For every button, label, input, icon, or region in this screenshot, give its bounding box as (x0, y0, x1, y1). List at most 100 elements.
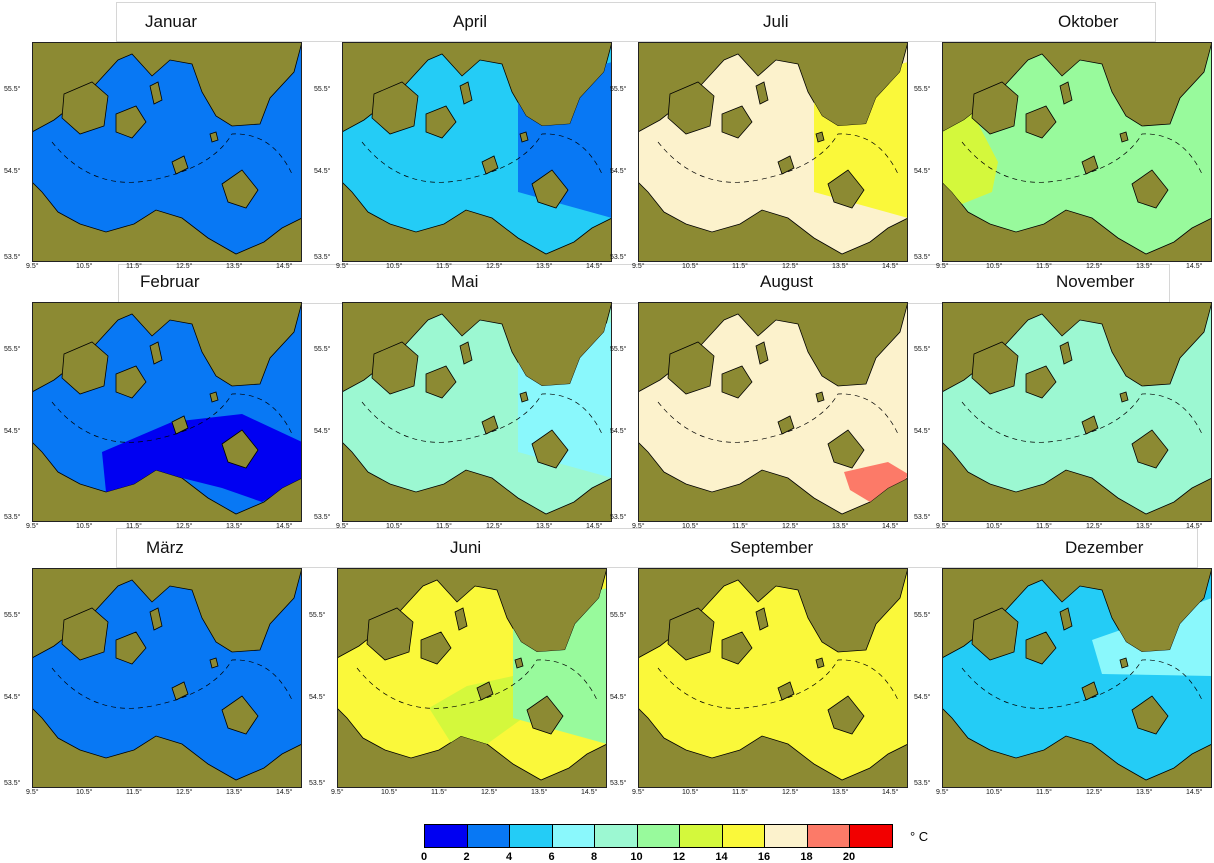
legend-swatch (594, 824, 638, 848)
map-frame (638, 42, 908, 262)
map-svg (638, 42, 908, 262)
lon-tick-label: 13.5° (1136, 263, 1153, 270)
lon-tick-label: 14.5° (1186, 789, 1203, 796)
map-frame (32, 568, 302, 788)
lon-tick-label: 13.5° (832, 263, 849, 270)
lon-tick-label: 12.5° (176, 789, 193, 796)
lon-tick-label: 11.5° (1036, 263, 1052, 270)
lon-tick-label: 14.5° (276, 523, 293, 530)
legend-tick-label: 4 (505, 851, 513, 863)
lon-tick-label: 10.5° (682, 789, 699, 796)
island (1131, 695, 1169, 735)
legend-swatch (509, 824, 553, 848)
lon-tick-label: 9.5° (936, 523, 949, 530)
island (667, 607, 715, 661)
map-panel-april (342, 42, 612, 262)
island (149, 81, 163, 105)
lon-tick-label: 14.5° (276, 789, 293, 796)
legend-unit: ° C (910, 829, 929, 844)
lat-tick-label: 55.5° (309, 612, 326, 619)
island (371, 81, 419, 135)
lat-tick-label: 54.5° (4, 694, 21, 701)
map-svg (942, 568, 1212, 788)
island (755, 81, 769, 105)
island (1131, 429, 1169, 469)
map-svg (942, 42, 1212, 262)
lat-tick-label: 53.5° (610, 780, 627, 787)
island (827, 695, 865, 735)
lon-tick-label: 14.5° (882, 263, 899, 270)
lat-tick-label: 53.5° (314, 514, 331, 521)
island (115, 631, 147, 665)
island (1025, 631, 1057, 665)
lat-tick-label: 54.5° (314, 168, 331, 175)
route-line (361, 133, 603, 183)
month-title-juli: Juli (763, 12, 789, 31)
lon-tick-label: 10.5° (986, 789, 1003, 796)
island (425, 365, 457, 399)
island (209, 657, 219, 669)
lat-tick-label: 53.5° (4, 254, 21, 261)
legend-tick-label: 16 (757, 851, 771, 863)
lat-tick-label: 54.5° (4, 168, 21, 175)
lat-tick-label: 55.5° (4, 86, 21, 93)
route-line (356, 659, 598, 709)
island (115, 105, 147, 139)
island (221, 429, 259, 469)
lat-tick-label: 55.5° (914, 86, 931, 93)
lon-tick-label: 12.5° (1086, 263, 1103, 270)
island (526, 695, 564, 735)
lon-tick-label: 10.5° (381, 789, 398, 796)
lat-tick-label: 55.5° (314, 86, 331, 93)
lon-tick-label: 13.5° (536, 523, 553, 530)
island (971, 341, 1019, 395)
lon-tick-label: 9.5° (632, 263, 645, 270)
lon-tick-label: 9.5° (632, 789, 645, 796)
lat-tick-label: 53.5° (914, 780, 931, 787)
lon-tick-label: 13.5° (226, 263, 243, 270)
island (531, 169, 569, 209)
lon-tick-label: 12.5° (782, 263, 799, 270)
island (454, 607, 468, 631)
legend-swatch (551, 824, 595, 848)
lon-tick-label: 10.5° (76, 523, 93, 530)
island (827, 429, 865, 469)
island (827, 169, 865, 209)
legend-swatch (806, 824, 850, 848)
island (1119, 657, 1129, 669)
legend-tick-label: 14 (715, 851, 728, 863)
temperature-zone-west (942, 112, 998, 204)
lat-tick-label: 55.5° (610, 86, 627, 93)
legend-tick-label: 18 (800, 851, 813, 863)
legend-tick-label: 6 (548, 851, 555, 863)
month-title-mai: Mai (451, 272, 479, 291)
island (425, 105, 457, 139)
island (531, 429, 569, 469)
legend-swatch (764, 824, 808, 848)
island (115, 365, 147, 399)
island (1081, 155, 1099, 175)
lat-tick-label: 54.5° (314, 428, 331, 435)
lon-tick-label: 14.5° (586, 263, 603, 270)
lon-tick-label: 10.5° (986, 263, 1003, 270)
lon-tick-label: 10.5° (386, 523, 403, 530)
lon-tick-label: 11.5° (1036, 523, 1052, 530)
lon-tick-label: 9.5° (336, 523, 349, 530)
lon-tick-label: 11.5° (126, 263, 142, 270)
lat-tick-label: 53.5° (4, 780, 21, 787)
month-title-november: November (1056, 272, 1135, 291)
legend-swatch (849, 824, 893, 848)
route-line (657, 659, 899, 709)
map-panel-juli (638, 42, 908, 262)
route-line (657, 393, 899, 443)
island (721, 105, 753, 139)
map-frame (32, 302, 302, 522)
map-svg (942, 302, 1212, 522)
island (420, 631, 452, 665)
island (221, 695, 259, 735)
lon-tick-label: 12.5° (1086, 789, 1103, 796)
map-frame (942, 302, 1212, 522)
island (171, 155, 189, 175)
lon-tick-label: 14.5° (1186, 263, 1203, 270)
lon-tick-label: 10.5° (986, 523, 1003, 530)
